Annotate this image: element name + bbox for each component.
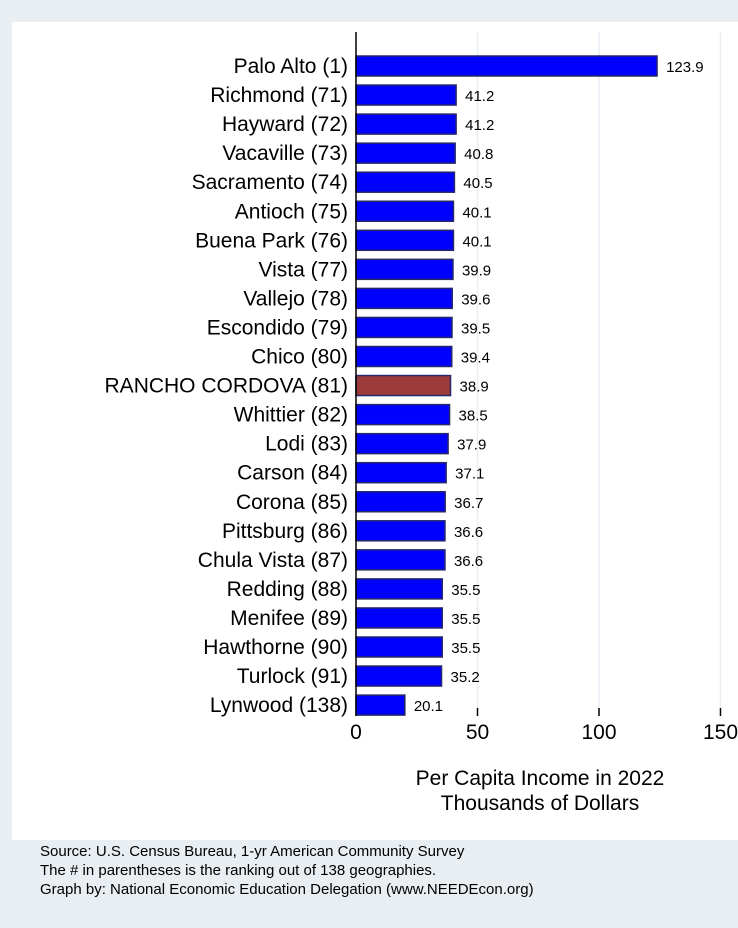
value-label-21: 35.2 (451, 669, 480, 686)
value-label-3: 40.8 (464, 146, 493, 163)
value-label-11: 38.9 (460, 379, 489, 396)
category-label-12: Whittier (82) (234, 404, 348, 427)
value-label-4: 40.5 (463, 175, 492, 192)
value-label-17: 36.6 (454, 553, 483, 570)
credit-note: Graph by: National Economic Education De… (40, 881, 534, 898)
bar-19 (355, 607, 444, 629)
x-tick-label-1: 50 (466, 721, 489, 744)
value-label-8: 39.6 (461, 291, 490, 308)
category-label-0: Palo Alto (1) (234, 55, 348, 78)
category-label-20: Hawthorne (90) (203, 636, 348, 659)
bar-7 (355, 258, 454, 281)
bar-16 (355, 520, 446, 542)
x-tick-label-3: 150 (703, 721, 738, 744)
source-note: Source: U.S. Census Bureau, 1-yr America… (40, 843, 465, 860)
value-label-20: 35.5 (451, 640, 480, 657)
value-label-18: 35.5 (451, 582, 480, 599)
value-label-7: 39.9 (462, 262, 491, 279)
x-tick-label-2: 100 (581, 721, 616, 744)
bar-3 (355, 142, 456, 164)
bar-8 (355, 287, 453, 310)
category-label-13: Lodi (83) (265, 433, 348, 456)
category-label-2: Hayward (72) (222, 113, 348, 136)
x-axis-title-line-0: Per Capita Income in 2022 (416, 767, 665, 790)
value-label-9: 39.5 (461, 320, 490, 337)
bar-15 (355, 491, 446, 513)
value-label-22: 20.1 (414, 698, 443, 715)
category-label-9: Escondido (79) (207, 316, 348, 339)
bar-1 (355, 84, 457, 106)
bar-18 (355, 578, 444, 600)
bar-17 (355, 549, 446, 571)
bar-2 (355, 113, 457, 135)
bar-21 (355, 665, 443, 687)
value-label-15: 36.7 (454, 495, 483, 512)
category-label-6: Buena Park (76) (195, 229, 348, 252)
value-label-0: 123.9 (666, 59, 704, 76)
bar-5 (355, 200, 455, 222)
x-axis-title-line-1: Thousands of Dollars (441, 792, 639, 815)
category-label-22: Lynwood (138) (210, 694, 348, 717)
value-label-6: 40.1 (462, 233, 491, 250)
plot-area: Palo Alto (1) 123.9 Richmond (71) 41.2 Haywa… (12, 22, 738, 840)
bar-20 (355, 636, 444, 658)
bar-14 (355, 461, 447, 484)
bar-10 (355, 345, 453, 368)
category-label-17: Chula Vista (87) (198, 549, 348, 572)
category-label-3: Vacaville (73) (222, 142, 348, 165)
bar-9 (355, 316, 453, 339)
category-label-1: Richmond (71) (210, 84, 348, 107)
value-label-16: 36.6 (454, 524, 483, 541)
category-label-7: Vista (77) (259, 258, 349, 281)
category-label-14: Carson (84) (237, 462, 348, 485)
ranking-note: The # in parentheses is the ranking out … (40, 862, 437, 879)
category-label-8: Vallejo (78) (243, 287, 348, 310)
category-label-15: Corona (85) (236, 491, 348, 514)
value-label-5: 40.1 (462, 204, 491, 221)
bar-6 (355, 229, 455, 252)
value-label-13: 37.9 (457, 437, 486, 454)
category-label-11: RANCHO CORDOVA (81) (105, 375, 348, 398)
category-label-18: Redding (88) (227, 578, 348, 601)
bar-chart: Palo Alto (1) 123.9 Richmond (71) 41.2 Haywa… (105, 32, 738, 815)
category-label-10: Chico (80) (251, 346, 348, 369)
value-label-10: 39.4 (461, 350, 490, 367)
value-label-12: 38.5 (459, 408, 488, 425)
category-label-19: Menifee (89) (230, 607, 348, 630)
value-label-19: 35.5 (451, 611, 480, 628)
bar-0 (355, 55, 658, 77)
x-tick-label-0: 0 (350, 721, 362, 744)
value-label-2: 41.2 (465, 117, 494, 134)
category-label-5: Antioch (75) (235, 200, 348, 223)
value-label-1: 41.2 (465, 88, 494, 105)
value-label-14: 37.1 (455, 466, 484, 483)
bar-13 (355, 432, 449, 455)
bar-22 (355, 694, 406, 716)
category-label-4: Sacramento (74) (192, 171, 348, 194)
bar-11 (355, 374, 452, 397)
bar-4 (355, 171, 456, 193)
category-label-21: Turlock (91) (237, 665, 348, 688)
bar-12 (355, 403, 451, 426)
notes: Source: U.S. Census Bureau, 1-yr America… (40, 842, 534, 899)
category-label-16: Pittsburg (86) (222, 520, 348, 543)
